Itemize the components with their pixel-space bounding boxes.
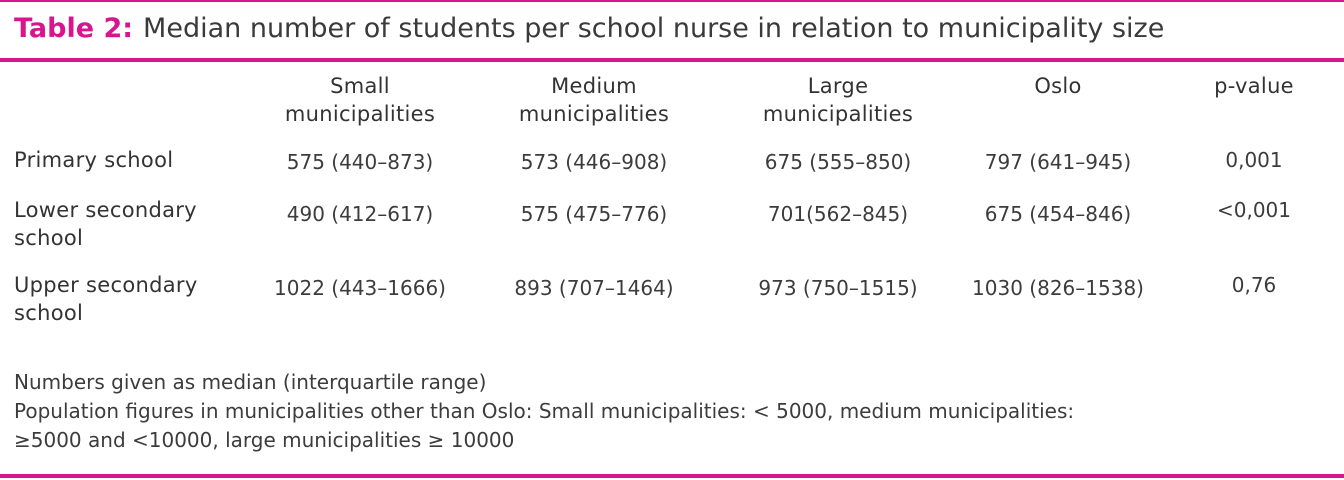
- table-cell: 893 (707–1464): [514, 276, 674, 300]
- row-label-upper-secondary: Upper secondary school: [14, 273, 198, 325]
- column-header-p-value: p-value: [1214, 74, 1294, 98]
- column-header-small: Small municipalities: [284, 74, 436, 126]
- table-cell: 675 (555–850): [764, 150, 912, 174]
- row-label-lower-secondary: Lower secondary school: [14, 198, 197, 250]
- table-cell: 701(562–845): [767, 202, 909, 226]
- top-rule: [0, 0, 1344, 2]
- table-cell: 575 (440–873): [286, 150, 434, 174]
- table-cell: 797 (641–945): [984, 150, 1132, 174]
- footnote-line: Numbers given as median (interquartile r…: [14, 370, 487, 394]
- table-cell-p-value: <0,001: [1216, 198, 1291, 222]
- table-cell: 490 (412–617): [286, 202, 434, 226]
- table-cell: 675 (454–846): [984, 202, 1132, 226]
- column-header-oslo: Oslo: [1034, 74, 1082, 98]
- table-cell: 973 (750–1515): [758, 276, 918, 300]
- row-label-primary: Primary school: [14, 148, 174, 172]
- table-cell: 575 (475–776): [520, 202, 668, 226]
- table-footnotes: Numbers given as median (interquartile r…: [14, 368, 1314, 455]
- table-cell: 1030 (826–1538): [972, 276, 1144, 300]
- bottom-rule: [0, 474, 1344, 478]
- header-rule: [0, 58, 1344, 62]
- table-cell: 573 (446–908): [520, 150, 668, 174]
- column-header-large: Large municipalities: [762, 74, 914, 126]
- table-cell-p-value: 0,001: [1225, 148, 1283, 172]
- footnote-line: Population figures in municipalities oth…: [14, 399, 1075, 423]
- table-caption: Table 2: Median number of students per sc…: [14, 10, 1164, 48]
- table-cell: 1022 (443–1666): [274, 276, 446, 300]
- caption-title: Median number of students per school nur…: [143, 13, 1165, 44]
- caption-label: Table 2:: [14, 13, 134, 44]
- column-header-medium: Medium municipalities: [518, 74, 670, 126]
- table-cell-p-value: 0,76: [1231, 273, 1277, 297]
- footnote-line: ≥5000 and <10000, large municipalities ≥…: [14, 428, 515, 452]
